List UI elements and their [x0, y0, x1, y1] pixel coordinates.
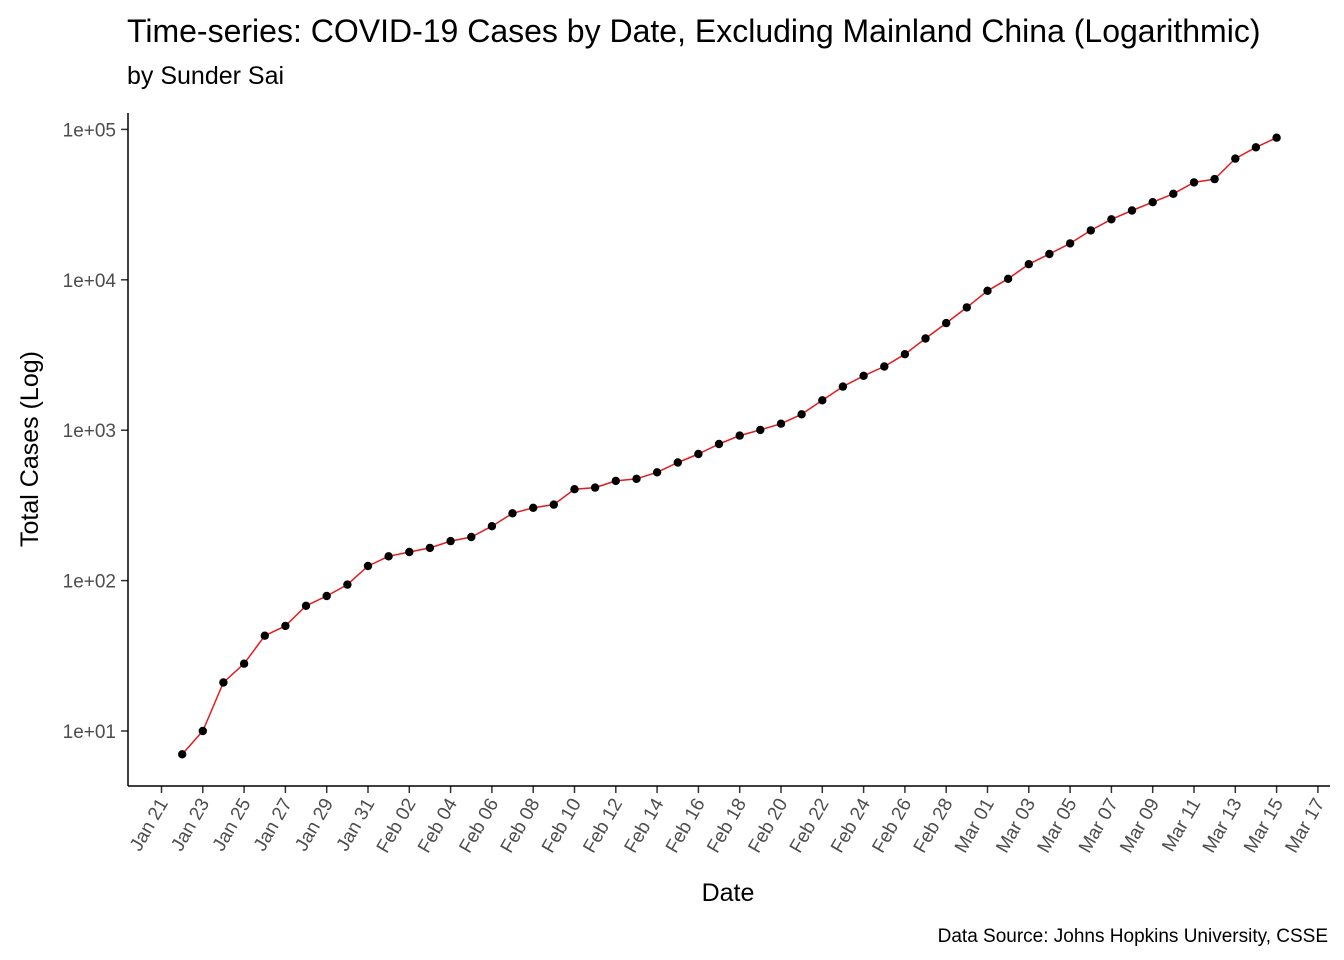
- data-point: [467, 532, 476, 542]
- data-point: [1024, 260, 1034, 269]
- data-point: [384, 552, 393, 561]
- x-tick-label: Feb 06: [455, 795, 503, 857]
- x-axis-title: Date: [702, 879, 755, 907]
- x-tick-label: Feb 22: [786, 795, 834, 857]
- chart-title: Time-series: COVID-19 Cases by Date, Exc…: [127, 13, 1260, 49]
- data-point: [1251, 143, 1261, 152]
- data-point: [322, 591, 331, 601]
- data-point: [942, 318, 951, 328]
- data-point: [776, 419, 786, 428]
- y-tick-label: 1e+01: [63, 722, 116, 743]
- data-point: [797, 410, 806, 419]
- data-point: [343, 580, 352, 589]
- y-tick-label: 1e+05: [63, 120, 116, 141]
- x-tick-label: Mar 07: [1075, 795, 1123, 857]
- data-point: [632, 474, 641, 483]
- x-tick-label: Feb 16: [662, 795, 710, 857]
- x-tick-label: Jan 23: [167, 795, 214, 855]
- data-point: [508, 509, 517, 518]
- data-point: [714, 439, 724, 449]
- data-point: [281, 621, 290, 631]
- x-tick-label: Mar 09: [1116, 795, 1164, 857]
- x-tick-label: Feb 04: [414, 795, 462, 857]
- x-tick-label: Jan 25: [209, 795, 256, 855]
- data-point: [1003, 274, 1013, 283]
- x-tick-label: Mar 15: [1240, 795, 1288, 857]
- data-source-caption: Data Source: Johns Hopkins University, C…: [938, 926, 1328, 947]
- data-point: [735, 431, 744, 440]
- data-point: [983, 286, 992, 295]
- data-point: [900, 350, 910, 359]
- x-tick-label: Mar 13: [1199, 795, 1247, 857]
- x-tick-label: Feb 20: [745, 795, 793, 857]
- data-point: [239, 659, 249, 668]
- data-point: [1127, 206, 1137, 215]
- data-point: [570, 485, 579, 494]
- data-point: [260, 631, 269, 640]
- x-tick-label: Feb 14: [621, 795, 669, 857]
- data-point: [219, 678, 228, 687]
- data-point: [921, 334, 930, 343]
- series-total-cases: [178, 133, 1281, 759]
- data-point: [1169, 189, 1178, 198]
- data-point: [1107, 215, 1116, 224]
- data-point: [590, 483, 600, 492]
- y-axis-title: Total Cases (Log): [16, 351, 44, 547]
- y-tick-label: 1e+04: [63, 271, 117, 292]
- x-tick-label: Jan 27: [250, 795, 297, 855]
- data-point: [880, 362, 889, 371]
- x-tick-label: Feb 24: [827, 795, 875, 857]
- data-point: [405, 547, 414, 557]
- data-point: [859, 371, 868, 380]
- data-point: [1189, 178, 1199, 187]
- data-point: [611, 476, 620, 486]
- y-axis: 1e+01 1e+02 1e+03 1e+04 1e+05: [63, 120, 128, 743]
- x-tick-label: Feb 26: [868, 795, 916, 857]
- data-point: [838, 382, 848, 391]
- data-point: [198, 726, 207, 736]
- data-point: [1231, 154, 1240, 163]
- y-tick-label: 1e+02: [63, 572, 116, 593]
- data-point: [1045, 249, 1054, 259]
- x-tick-label: Mar 01: [951, 795, 999, 857]
- data-point: [673, 458, 682, 467]
- data-point: [178, 750, 187, 759]
- x-tick-label: Mar 17: [1281, 795, 1329, 857]
- data-point: [529, 503, 538, 512]
- data-point: [549, 500, 558, 509]
- y-tick-label: 1e+03: [63, 421, 116, 442]
- data-point: [1148, 198, 1157, 207]
- data-point: [962, 303, 971, 312]
- data-point: [694, 449, 703, 459]
- series-line: [181, 137, 1277, 755]
- data-point: [363, 561, 373, 571]
- x-tick-label: Feb 08: [497, 795, 545, 857]
- data-point: [652, 468, 662, 477]
- x-tick-label: Mar 03: [992, 795, 1040, 857]
- x-tick-label: Feb 12: [579, 795, 627, 857]
- data-point: [1272, 133, 1281, 142]
- data-point: [818, 396, 827, 405]
- data-point: [756, 425, 765, 435]
- x-tick-label: Jan 29: [291, 795, 338, 855]
- data-point: [1210, 174, 1219, 184]
- chart-subtitle: by Sunder Sai: [127, 62, 284, 90]
- x-tick-label: Feb 28: [910, 795, 958, 857]
- data-point: [487, 522, 497, 531]
- x-tick-label: Jan 21: [126, 795, 173, 855]
- x-tick-label: Feb 10: [538, 795, 586, 857]
- data-point: [425, 543, 435, 553]
- data-point: [301, 601, 311, 610]
- data-point: [1086, 226, 1096, 235]
- x-tick-label: Feb 18: [703, 795, 751, 857]
- x-tick-label: Mar 05: [1034, 795, 1082, 857]
- x-tick-label: Feb 02: [373, 795, 421, 857]
- data-point: [1065, 239, 1075, 248]
- data-point: [446, 536, 455, 546]
